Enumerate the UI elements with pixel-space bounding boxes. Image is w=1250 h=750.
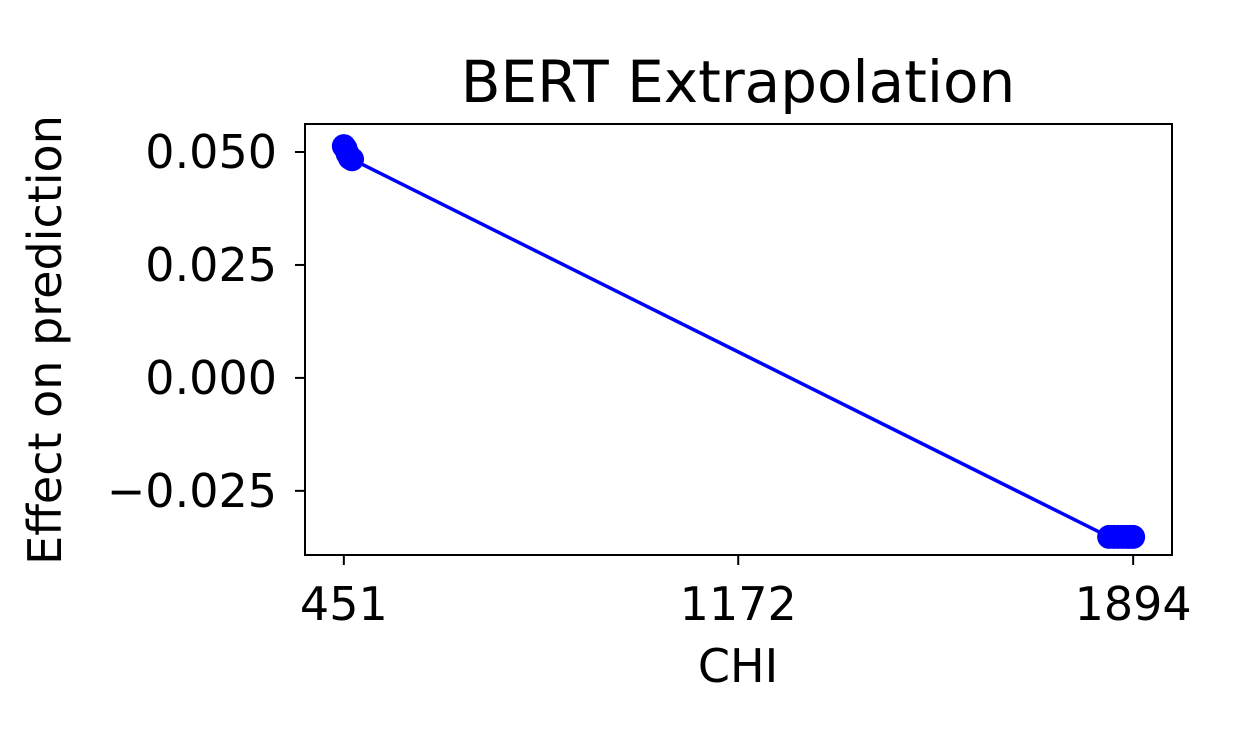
x-axis-label: CHI (698, 639, 778, 693)
y-tick-label: 0.050 (145, 125, 277, 179)
y-tick-label: 0.000 (145, 351, 277, 405)
axis-ticks: 451 1172 1894 0.050 0.025 0.000 −0.025 (107, 125, 1192, 631)
series-line (342, 145, 1134, 539)
y-axis-label: Effect on prediction (18, 115, 72, 565)
x-tick-label: 1172 (680, 577, 797, 631)
x-tick-label: 451 (300, 577, 388, 631)
x-tick-label: 1894 (1075, 577, 1192, 631)
y-tick-label: 0.025 (145, 238, 277, 292)
y-tick-label: −0.025 (107, 464, 277, 518)
data-series (331, 134, 1146, 549)
data-point (1121, 524, 1146, 549)
chart-title: BERT Extrapolation (461, 48, 1016, 116)
data-point (340, 147, 365, 172)
plot-frame (304, 123, 1173, 556)
